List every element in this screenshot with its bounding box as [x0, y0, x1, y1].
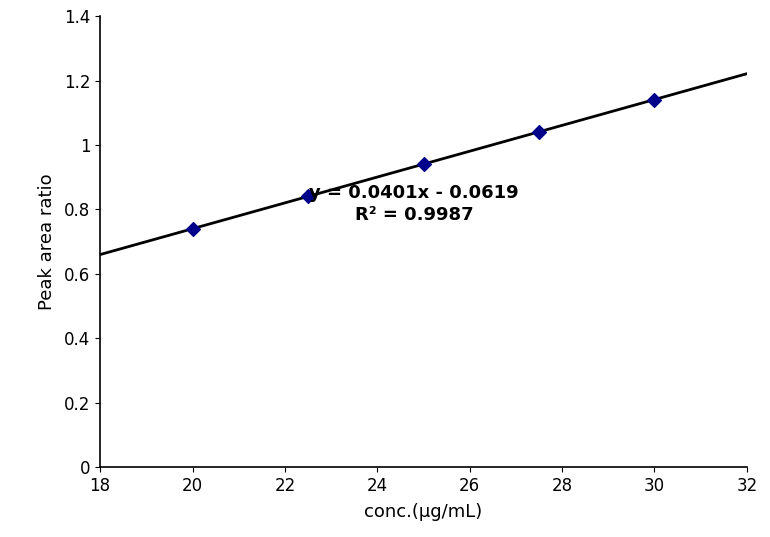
X-axis label: conc.(μg/mL): conc.(μg/mL)	[364, 503, 483, 521]
Point	[186, 224, 199, 233]
Text: y = 0.0401x - 0.0619: y = 0.0401x - 0.0619	[310, 184, 519, 202]
Point	[533, 127, 545, 136]
Point	[302, 192, 314, 201]
Point	[417, 160, 430, 169]
Y-axis label: Peak area ratio: Peak area ratio	[38, 173, 55, 310]
Point	[648, 95, 661, 104]
Text: R² = 0.9987: R² = 0.9987	[355, 206, 474, 224]
